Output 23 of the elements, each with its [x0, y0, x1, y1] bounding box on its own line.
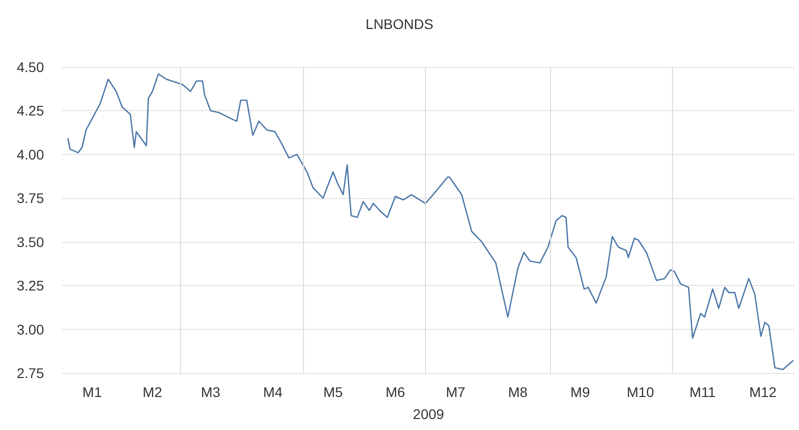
chart-title: LNBONDS: [366, 16, 434, 32]
y-tick-label: 2.75: [16, 365, 44, 381]
x-tick-label: M4: [263, 384, 283, 400]
y-tick-label: 3.75: [16, 190, 44, 206]
x-tick-label: M12: [749, 384, 777, 400]
x-tick-label: M2: [142, 384, 162, 400]
x-tick-label: M1: [82, 384, 102, 400]
x-tick-label: M10: [626, 384, 654, 400]
x-tick-label: M11: [690, 384, 716, 400]
y-tick-label: 3.25: [16, 278, 44, 294]
x-tick-label: M6: [386, 384, 406, 400]
line-series: [67, 73, 794, 370]
y-tick-label: 3.00: [16, 321, 44, 338]
x-tick-label: M3: [200, 384, 221, 400]
y-tick-label: 4.50: [16, 59, 44, 75]
y-tick-label: 3.50: [16, 234, 44, 250]
x-tick-label: M7: [446, 384, 466, 400]
y-tick-label: 4.00: [16, 146, 44, 162]
x-tick-label: M8: [508, 384, 528, 400]
y-tick-label: 4.25: [16, 102, 44, 119]
x-tick-label: M9: [570, 384, 590, 400]
x-axis-title: 2009: [412, 406, 444, 422]
x-tick-label: M5: [323, 384, 344, 400]
